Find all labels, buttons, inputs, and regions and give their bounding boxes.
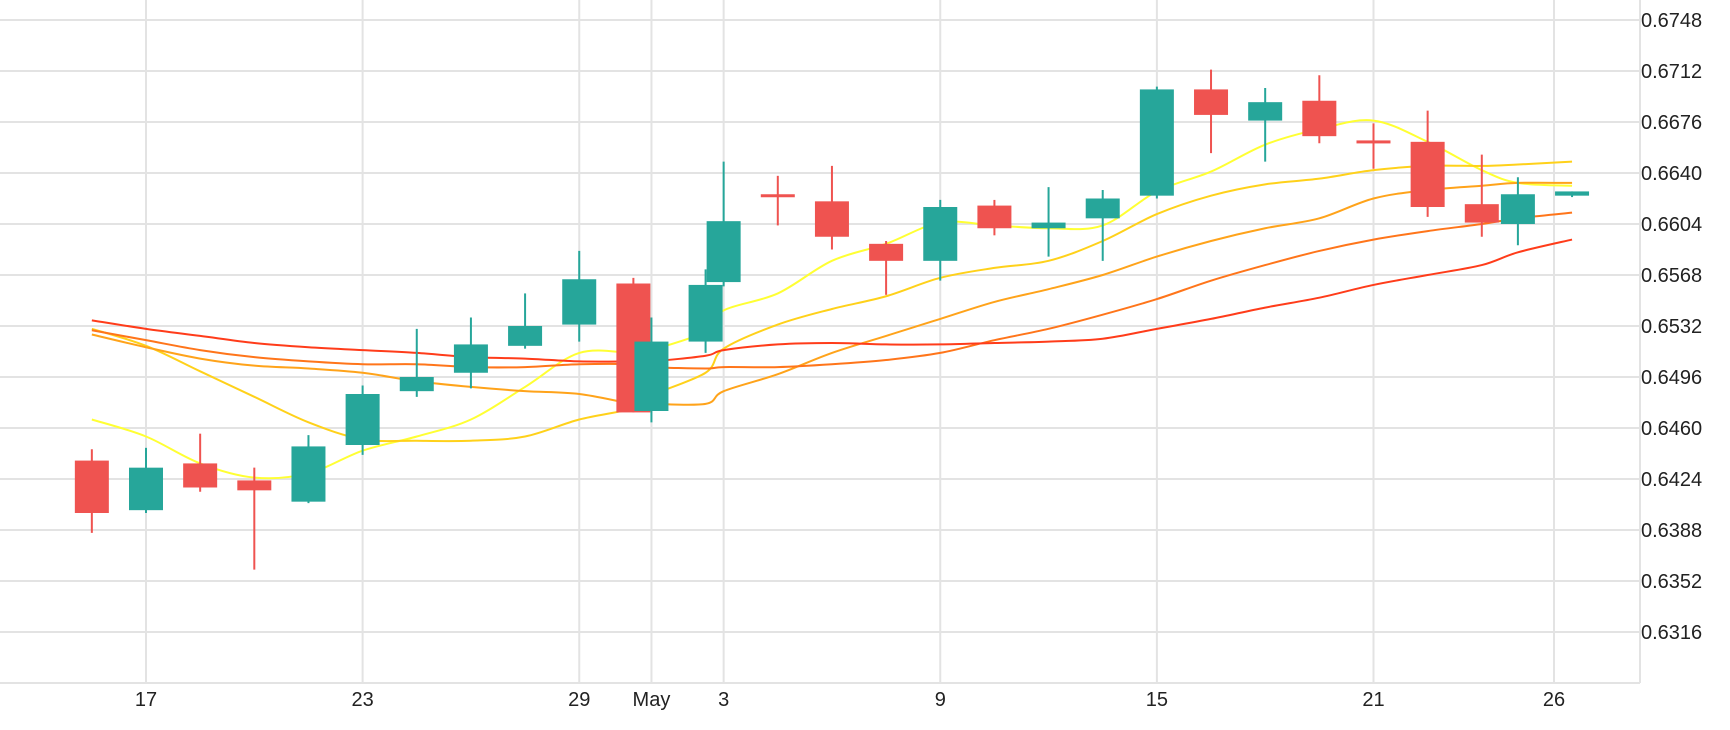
y-tick-label: 0.6748 <box>1641 10 1702 32</box>
candle-body <box>74 460 109 513</box>
candle <box>183 433 218 492</box>
candle-body <box>1085 198 1120 219</box>
candle-body <box>923 207 958 261</box>
y-tick-label: 0.6568 <box>1641 265 1702 287</box>
y-tick-label: 0.6604 <box>1641 214 1702 236</box>
y-tick-label: 0.6532 <box>1641 316 1702 338</box>
candle-body <box>706 221 741 283</box>
candle <box>1194 69 1229 154</box>
candle-body <box>1139 89 1174 196</box>
moving-average-line-5 <box>91 238 1573 363</box>
y-tick-label: 0.6388 <box>1641 520 1702 542</box>
candle <box>814 165 849 250</box>
y-tick-label: 0.6712 <box>1641 61 1702 83</box>
candle <box>869 241 904 295</box>
candle <box>1085 190 1120 261</box>
candle-body <box>237 480 272 491</box>
candle-body <box>1410 141 1445 207</box>
candle-body <box>814 201 849 237</box>
x-tick-label: 29 <box>568 689 590 711</box>
moving-average-line-3 <box>91 181 1573 406</box>
candle <box>129 447 163 513</box>
x-axis: 17 23 29 May 3 9 15 21 26 <box>135 689 1565 711</box>
candle-body <box>977 205 1012 229</box>
candle <box>562 250 597 342</box>
x-tick-label: 17 <box>135 689 157 711</box>
candle <box>1302 75 1337 144</box>
candle <box>1500 177 1535 246</box>
candle <box>1248 88 1283 162</box>
grid <box>0 0 1641 684</box>
y-tick-label: 0.6460 <box>1641 418 1702 440</box>
candle <box>706 161 741 287</box>
x-tick-label: 23 <box>351 689 373 711</box>
y-tick-label: 0.6496 <box>1641 367 1702 389</box>
x-tick-label: 15 <box>1146 689 1168 711</box>
candle-body <box>1194 89 1229 115</box>
x-tick-label: May <box>633 689 671 711</box>
candle-body <box>1031 222 1066 229</box>
candle-body <box>1555 191 1590 196</box>
candle-body <box>562 279 597 325</box>
y-tick-label: 0.6316 <box>1641 622 1702 644</box>
candle-body <box>634 341 669 411</box>
candles <box>74 69 1590 570</box>
candle-body <box>1464 204 1499 223</box>
candle-body <box>508 326 543 346</box>
candle <box>923 199 958 281</box>
y-tick-label: 0.6424 <box>1641 469 1702 491</box>
x-tick-label: 21 <box>1362 689 1384 711</box>
candle-body <box>869 243 904 261</box>
candle <box>1410 110 1445 217</box>
candle <box>345 385 380 455</box>
candle <box>1139 86 1174 199</box>
candle <box>453 317 488 389</box>
y-tick-label: 0.6640 <box>1641 163 1702 185</box>
candle-body <box>1302 100 1337 137</box>
candle-body <box>183 463 218 488</box>
candle-body <box>688 284 723 342</box>
candle <box>634 317 669 423</box>
candle <box>1555 191 1590 198</box>
candle <box>74 449 109 533</box>
candle-body <box>129 467 163 511</box>
candle-body <box>345 394 380 445</box>
candle <box>291 435 326 504</box>
candle <box>237 467 272 570</box>
candle <box>1356 123 1391 169</box>
candle-body <box>399 377 434 392</box>
candle <box>977 199 1012 236</box>
candle-body <box>1500 194 1535 224</box>
y-tick-label: 0.6352 <box>1641 571 1702 593</box>
candle-body <box>453 344 488 373</box>
candle <box>399 328 434 397</box>
candle <box>760 175 795 226</box>
moving-average-line-4 <box>91 211 1573 370</box>
candle-body <box>1248 102 1283 121</box>
candle <box>688 269 723 353</box>
candle <box>1464 154 1499 237</box>
candle-body <box>760 194 795 198</box>
candle-body <box>1356 140 1391 144</box>
candle <box>1031 187 1066 257</box>
y-tick-label: 0.6676 <box>1641 112 1702 134</box>
candle-body <box>291 446 326 502</box>
y-axis: 0.6316 0.6352 0.6388 0.6424 0.6460 0.6496 0.65… <box>1641 10 1702 644</box>
x-tick-label: 3 <box>718 689 729 711</box>
x-tick-label: 26 <box>1543 689 1565 711</box>
candle <box>508 293 543 349</box>
x-tick-label: 9 <box>935 689 946 711</box>
